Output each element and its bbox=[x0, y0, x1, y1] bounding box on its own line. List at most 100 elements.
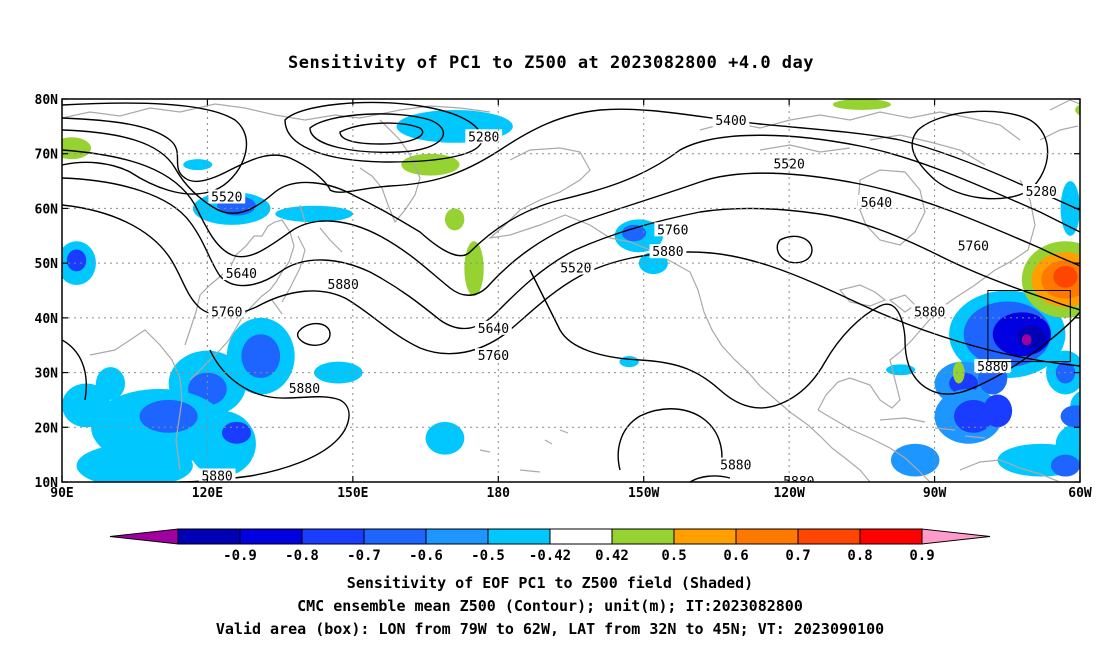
shading-region bbox=[221, 421, 252, 444]
contour-line bbox=[62, 177, 1080, 330]
contour-label: 5520 bbox=[560, 262, 591, 277]
shading-region bbox=[1085, 291, 1100, 324]
contour-label: 5880 bbox=[914, 305, 945, 320]
caption-line-2: CMC ensemble mean Z500 (Contour); unit(m… bbox=[297, 597, 803, 615]
shading-region bbox=[890, 443, 940, 477]
land-outline bbox=[62, 99, 1080, 482]
contour-line bbox=[339, 122, 424, 145]
shading-region bbox=[241, 334, 281, 379]
contour-label-bg bbox=[974, 359, 1012, 374]
contour-label: 5880 bbox=[783, 475, 814, 490]
contour-label-bg bbox=[654, 222, 692, 237]
contour-label-bg bbox=[911, 304, 949, 319]
shading-region bbox=[183, 159, 213, 171]
contour-label: 5640 bbox=[478, 322, 509, 337]
shading-region bbox=[1016, 326, 1047, 348]
siberia-north-coast bbox=[62, 103, 491, 121]
colorbar-swatch bbox=[239, 528, 303, 545]
contour-label: 5880 bbox=[289, 382, 320, 397]
shading-region bbox=[953, 399, 993, 433]
contour-line bbox=[62, 102, 248, 195]
central-america bbox=[817, 409, 931, 482]
south-america-north bbox=[959, 459, 1061, 482]
contour-label-bg bbox=[222, 266, 260, 281]
shading-region bbox=[401, 153, 460, 176]
lat-tick-label: 20N bbox=[35, 421, 59, 436]
colorbar-swatch bbox=[673, 528, 737, 545]
lat-tick-label: 50N bbox=[35, 257, 59, 272]
contour-label-bg bbox=[954, 238, 992, 253]
caribbean-islands bbox=[879, 417, 986, 439]
lat-tick-label: 40N bbox=[35, 312, 59, 327]
shading-region bbox=[62, 137, 92, 160]
contour-label: 5640 bbox=[226, 267, 257, 282]
contour-label-bg bbox=[208, 189, 246, 204]
alaska-coast bbox=[488, 147, 673, 263]
contour-label: 5760 bbox=[958, 240, 989, 255]
contour-label: 5760 bbox=[211, 305, 242, 320]
contour-label: 5760 bbox=[478, 349, 509, 364]
contour-line bbox=[62, 149, 1080, 296]
lat-tick-label: 70N bbox=[35, 148, 59, 163]
lat-tick-label: 10N bbox=[35, 476, 59, 491]
contour-line bbox=[529, 269, 1080, 409]
colorbar-low-arrow bbox=[109, 528, 179, 545]
colorbar-level-label: 0.42 bbox=[595, 548, 629, 564]
colorbar-level-label: -0.5 bbox=[471, 548, 505, 564]
colorbar-level-label: 0.9 bbox=[909, 548, 934, 564]
caption-line-3: Valid area (box): LON from 79W to 62W, L… bbox=[216, 620, 884, 638]
lat-tick-label: 30N bbox=[35, 367, 59, 382]
colorbar-level-label: -0.42 bbox=[529, 548, 571, 564]
colorbar-swatch bbox=[549, 528, 613, 545]
shading-region bbox=[66, 249, 87, 272]
canadian-archipelago bbox=[699, 111, 1021, 166]
contour-label-bg bbox=[465, 129, 503, 144]
north-america-east-coast bbox=[817, 179, 1036, 411]
colorbar-level-label: -0.9 bbox=[223, 548, 257, 564]
shading-region bbox=[1075, 104, 1080, 116]
z500-contours bbox=[62, 101, 1080, 482]
shading-region bbox=[832, 99, 891, 110]
shading-region bbox=[275, 205, 353, 223]
contour-label-bg bbox=[557, 260, 595, 275]
lon-tick-label: 120W bbox=[773, 486, 804, 501]
contour-labels: 5280528054005520552055205640564056405760… bbox=[198, 112, 1060, 490]
map-panel: 5280528054005520552055205640564056405760… bbox=[35, 93, 1100, 501]
contour-line bbox=[309, 113, 444, 153]
contour-label: 5760 bbox=[657, 223, 688, 238]
pacific-islands bbox=[479, 429, 569, 473]
colorbar-swatch bbox=[611, 528, 675, 545]
contour-label: 5880 bbox=[328, 278, 359, 293]
greenland-coast bbox=[1039, 99, 1080, 141]
contour-label-bg bbox=[649, 244, 687, 259]
figure-title: Sensitivity of PC1 to Z500 at 2023082800… bbox=[288, 53, 814, 73]
shading-region bbox=[952, 361, 965, 384]
lat-tick-label: 60N bbox=[35, 202, 59, 217]
contour-label-bg bbox=[285, 380, 323, 395]
shading-region bbox=[444, 208, 465, 231]
map-frame bbox=[61, 98, 1081, 483]
colorbar-swatch bbox=[859, 528, 923, 545]
contour-line bbox=[62, 339, 350, 482]
shading-region bbox=[1053, 265, 1078, 288]
contour-line bbox=[776, 235, 813, 264]
lon-tick-label: 90E bbox=[50, 486, 73, 501]
shading-region bbox=[95, 367, 126, 400]
grid-lines bbox=[62, 99, 1080, 482]
colorbar-swatch bbox=[177, 528, 241, 545]
contour-label-bg bbox=[712, 112, 750, 127]
colorbar-level-label: 0.6 bbox=[723, 548, 748, 564]
shading-region bbox=[1021, 334, 1032, 346]
longitude-labels: 90E 120E 150E 180 150W 120W 90W 60W bbox=[50, 486, 1092, 501]
colorbar-level-label: 0.5 bbox=[661, 548, 686, 564]
colorbar bbox=[109, 528, 991, 545]
contour-label: 5880 bbox=[720, 459, 751, 474]
colorbar-swatch bbox=[425, 528, 489, 545]
contour-label-bg bbox=[475, 348, 512, 363]
lon-tick-label: 150E bbox=[337, 486, 368, 501]
contour-label: 5520 bbox=[211, 190, 242, 205]
colorbar-level-label: -0.7 bbox=[347, 548, 381, 564]
shading-region bbox=[464, 241, 484, 296]
colorbar-swatch bbox=[363, 528, 427, 545]
